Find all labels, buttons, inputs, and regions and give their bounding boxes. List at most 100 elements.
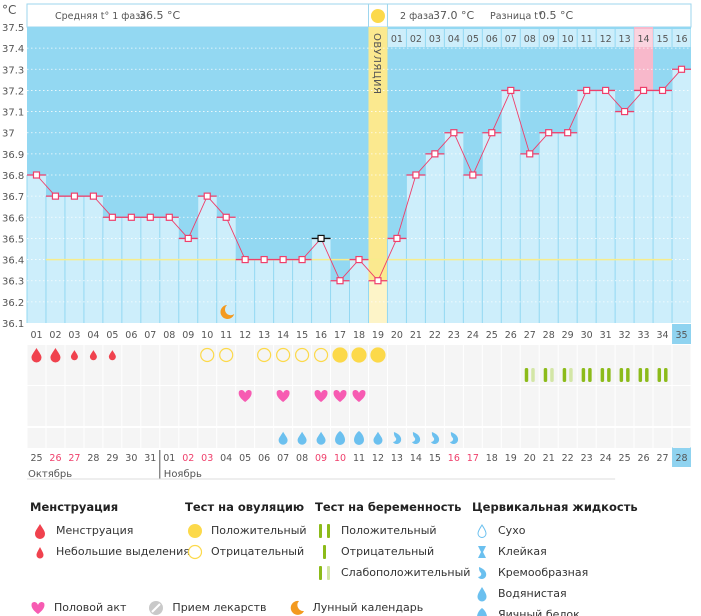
- temperature-point: [526, 150, 534, 158]
- temperature-bar: [27, 175, 46, 323]
- pregnancy-test-icon: [524, 368, 529, 382]
- phase2-value: 37.0 °C: [433, 9, 474, 22]
- grid-cell: [179, 406, 198, 426]
- cycle-day-label: 01: [30, 330, 42, 341]
- grid-cell: [634, 386, 653, 406]
- temperature-point: [355, 255, 363, 264]
- pregnancy-test-icon: [645, 368, 649, 382]
- grid-cell: [217, 386, 236, 406]
- watery-icon: [297, 431, 307, 445]
- grid-cell: [198, 428, 217, 448]
- grid-cell: [463, 386, 482, 406]
- grid-cell: [406, 345, 425, 365]
- grid-cell: [653, 386, 672, 406]
- legend-label: Половой акт: [54, 601, 127, 614]
- ovulation-test-negative-icon: [313, 347, 329, 363]
- legend-label: Прием лекарств: [172, 601, 267, 614]
- temperature-bar: [292, 259, 312, 323]
- date-label: 25: [619, 453, 631, 464]
- date-label: 07: [277, 453, 289, 464]
- date-label: 28: [87, 453, 99, 464]
- phase2-day-cell: [577, 29, 596, 47]
- creamy-icon: [478, 566, 487, 579]
- grid-cell: [122, 345, 141, 365]
- grid-cell: [444, 386, 463, 406]
- grid-cell: [368, 365, 387, 385]
- phase2-day-cell: [520, 29, 539, 47]
- grid-cell: [122, 406, 141, 426]
- grid-cell: [406, 386, 425, 406]
- grid-cell: [577, 428, 596, 448]
- grid-cell: [634, 406, 653, 426]
- grid-cell: [236, 406, 255, 426]
- grid-cell: [539, 365, 558, 385]
- heart-icon: [31, 601, 45, 614]
- cycle-day-label: 19: [372, 330, 384, 341]
- pregnancy-test-icon: [562, 368, 567, 382]
- cycle-day-label: 27: [524, 330, 536, 341]
- temperature-bar: [539, 132, 559, 323]
- grid-cell: [482, 428, 501, 448]
- grid-cell: [577, 365, 596, 385]
- phase2-day-cell: [444, 29, 463, 47]
- pregnancy-test-icon: [600, 368, 605, 382]
- temperature-bar: [615, 111, 635, 323]
- grid-cell: [501, 428, 520, 448]
- phase2-day-label: 10: [562, 34, 574, 45]
- grid-cell: [596, 386, 615, 406]
- grid-cell: [84, 428, 103, 448]
- egg-white-icon: [335, 431, 346, 445]
- pregnancy-test-icon: [588, 368, 592, 382]
- ovulation-test-negative-icon: [200, 347, 215, 363]
- phase2-day-label: 01: [391, 34, 403, 45]
- moon-icon: [220, 305, 235, 319]
- sticky-icon: [478, 545, 486, 558]
- phase2-day-label: 07: [505, 34, 517, 45]
- cycle-day-label: 29: [562, 330, 574, 341]
- cycle-day-label: 17: [334, 330, 346, 341]
- grid-cell: [501, 345, 520, 365]
- grid-cell: [65, 386, 84, 406]
- phase2-day-cell: [387, 29, 406, 47]
- egg-white-icon: [354, 431, 364, 445]
- pregnancy-test-icon: [607, 368, 611, 382]
- cycle-day-label: 02: [49, 330, 61, 341]
- today-date-marker: [672, 447, 691, 467]
- phase2-day-label: 14: [638, 34, 650, 45]
- cycle-day-label: 16: [315, 330, 327, 341]
- grid-cell: [615, 406, 634, 426]
- temperature-point: [203, 192, 211, 200]
- grid-cell: [539, 406, 558, 426]
- grid-cell: [501, 365, 520, 385]
- temperature-bar: [273, 259, 293, 323]
- grid-cell: [539, 345, 558, 365]
- legend-label: Небольшие выделения: [56, 545, 190, 558]
- egg-white-icon: [477, 607, 487, 616]
- grid-cell: [634, 345, 653, 365]
- diff-value: 0.5 °C: [539, 9, 573, 22]
- grid-cell: [463, 365, 482, 385]
- circle-empty-icon: [187, 544, 203, 559]
- grid-cell: [520, 386, 539, 406]
- temperature-point: [165, 213, 173, 221]
- grid-cell: [596, 406, 615, 426]
- grid-cell: [122, 428, 141, 448]
- date-label: 01: [163, 453, 175, 464]
- grid-cell: [672, 428, 691, 448]
- cycle-day-label: 08: [163, 330, 175, 341]
- phase2-day-label: 03: [429, 34, 441, 45]
- phase2-day-label: 04: [448, 34, 460, 45]
- y-tick-label: 36.5: [2, 234, 24, 245]
- temperature-point: [127, 213, 135, 221]
- temperature-point: [545, 129, 553, 137]
- phase2-day-cell: [672, 29, 691, 47]
- phase2-day-cell: [615, 29, 634, 47]
- pregnancy-test-icon: [550, 368, 554, 382]
- phase2-day-cell: [596, 29, 615, 47]
- unit-label: °C: [2, 3, 16, 17]
- grid-cell: [27, 428, 46, 448]
- grid-cell: [179, 365, 198, 385]
- watery-icon: [278, 431, 288, 445]
- grid-cell: [463, 406, 482, 426]
- grid-cell: [672, 365, 691, 385]
